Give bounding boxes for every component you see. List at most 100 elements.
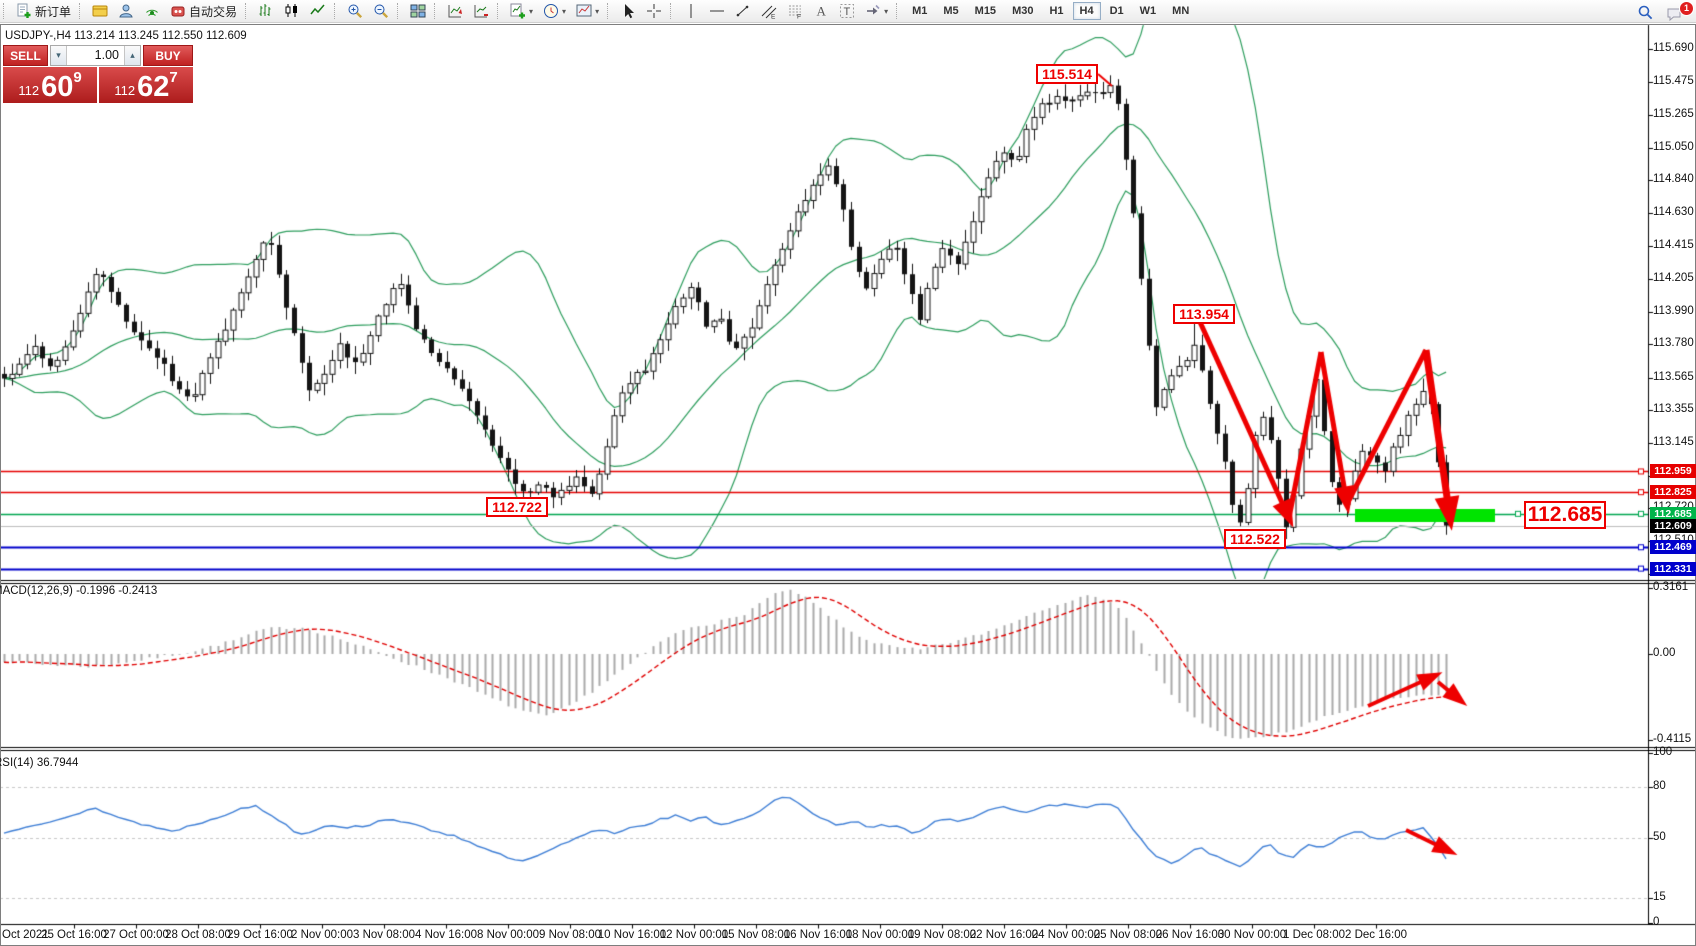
timeframe-h1[interactable]: H1 bbox=[1042, 2, 1070, 20]
timeframe-m30[interactable]: M30 bbox=[1005, 2, 1040, 20]
fibonacci-button[interactable]: F bbox=[783, 1, 807, 21]
toolbar-group bbox=[342, 0, 394, 22]
equidistant-channel-button[interactable]: E bbox=[757, 1, 781, 21]
svg-text:E: E bbox=[771, 14, 776, 20]
price-axis-label: 113.355 bbox=[1653, 403, 1694, 416]
text-icon: A bbox=[813, 3, 829, 19]
rsi-value: 36.7944 bbox=[36, 757, 79, 769]
timeframe-m15[interactable]: M15 bbox=[968, 2, 1003, 20]
timeframe-d1[interactable]: D1 bbox=[1103, 2, 1131, 20]
price-annotation[interactable]: 112.685 bbox=[1524, 501, 1606, 529]
rsi-axis-label: 80 bbox=[1653, 780, 1666, 792]
arrows-button[interactable]: ▾ bbox=[861, 1, 892, 21]
text-button[interactable]: A bbox=[809, 1, 833, 21]
price-level-badge: 112.685 bbox=[1650, 506, 1696, 521]
profiles-button[interactable] bbox=[88, 1, 112, 21]
price-level-badge: 112.331 bbox=[1650, 561, 1696, 576]
toolbar: 新订单 自动交易 ▾ ▾ ▾ E F A T ▾ M1 M5 M15 M30 H1 H4 D1 W1 MN 1 bbox=[0, 0, 1696, 23]
buy-price-prefix: 112 bbox=[114, 83, 136, 98]
trendline-icon bbox=[735, 3, 751, 19]
signals-button[interactable] bbox=[140, 1, 164, 21]
templates-button[interactable]: ▾ bbox=[572, 1, 603, 21]
price-axis-label: 114.415 bbox=[1653, 239, 1694, 252]
dropdown-arrow-icon[interactable]: ▾ bbox=[529, 6, 534, 16]
price-axis-label: 114.630 bbox=[1653, 205, 1694, 218]
text-label-button[interactable]: T bbox=[835, 1, 859, 21]
toolbar-group-handle bbox=[334, 3, 338, 19]
time-axis-label: 25 Oct 16:00 bbox=[41, 929, 107, 941]
svg-text:F: F bbox=[797, 14, 801, 20]
time-axis-label: 26 Nov 16:00 bbox=[1155, 929, 1225, 941]
timeframe-w1[interactable]: W1 bbox=[1133, 2, 1164, 20]
zoom-in-button[interactable] bbox=[343, 1, 367, 21]
sell-price-panel[interactable]: 112 60 9 bbox=[3, 67, 97, 103]
time-axis-label: 12 Nov 00:00 bbox=[659, 929, 729, 941]
time-axis-label: 15 Nov 08:00 bbox=[721, 929, 791, 941]
time-axis-label: 1 Dec 08:00 bbox=[1282, 929, 1346, 941]
crosshair-icon bbox=[646, 3, 662, 19]
price-level-badge: 112.469 bbox=[1650, 540, 1696, 555]
search-icon bbox=[1637, 4, 1653, 20]
autotrading-button[interactable]: 自动交易 bbox=[166, 1, 241, 22]
tile-windows-button[interactable] bbox=[406, 1, 430, 21]
trendline-button[interactable] bbox=[731, 1, 755, 21]
macd-values: -0.1996 -0.2413 bbox=[76, 585, 158, 597]
toolbar-group-handle bbox=[434, 3, 438, 19]
new-chart-button[interactable] bbox=[443, 1, 467, 21]
chat-button[interactable]: 1 bbox=[1666, 0, 1694, 23]
sell-button[interactable]: SELL bbox=[3, 45, 48, 66]
price-axis-label: 115.265 bbox=[1653, 107, 1694, 120]
timeframe-toolbar: M1 M5 M15 M30 H1 H4 D1 W1 MN bbox=[904, 0, 1197, 22]
time-axis-label: 2 Nov 00:00 bbox=[290, 929, 354, 941]
time-axis-label: 22 Nov 16:00 bbox=[969, 929, 1039, 941]
new-order-icon bbox=[16, 3, 32, 19]
volume-stepper[interactable]: ▾ 1.00 ▴ bbox=[50, 45, 141, 66]
price-annotation[interactable]: 115.514 bbox=[1036, 64, 1098, 84]
buy-button[interactable]: BUY bbox=[143, 45, 193, 66]
hline-icon bbox=[709, 3, 725, 19]
timeframe-m1[interactable]: M1 bbox=[905, 2, 934, 20]
search-button[interactable] bbox=[1633, 2, 1657, 22]
price-annotation[interactable]: 112.522 bbox=[1224, 529, 1286, 549]
dropdown-arrow-icon[interactable]: ▾ bbox=[884, 6, 889, 16]
horizontal-line-button[interactable] bbox=[705, 1, 729, 21]
dropdown-arrow-icon[interactable]: ▾ bbox=[562, 6, 567, 16]
volume-value[interactable]: 1.00 bbox=[94, 48, 119, 62]
time-axis-label: 24 Nov 00:00 bbox=[1031, 929, 1101, 941]
cursor-button[interactable] bbox=[616, 1, 640, 21]
time-axis-label: 29 Oct 16:00 bbox=[227, 929, 293, 941]
dropdown-arrow-icon[interactable]: ▾ bbox=[595, 6, 600, 16]
price-axis-label: 113.990 bbox=[1653, 304, 1694, 317]
price-annotation[interactable]: 112.722 bbox=[486, 497, 548, 517]
indicator-add-icon bbox=[510, 3, 526, 19]
chart-shift-button[interactable] bbox=[469, 1, 493, 21]
timeframe-m5[interactable]: M5 bbox=[936, 2, 965, 20]
line-chart-button[interactable] bbox=[306, 1, 330, 21]
candlestick-chart-button[interactable] bbox=[280, 1, 304, 21]
vline-icon bbox=[683, 3, 699, 19]
timeframe-h4[interactable]: H4 bbox=[1072, 2, 1101, 20]
volume-decrease-button[interactable]: ▾ bbox=[51, 46, 67, 65]
market-button[interactable] bbox=[114, 1, 138, 21]
timeframe-mn[interactable]: MN bbox=[1165, 2, 1196, 20]
symbol-ohlc-header: USDJPY-,H4 113.214 113.245 112.550 112.6… bbox=[5, 30, 247, 42]
bar-chart-button[interactable] bbox=[254, 1, 278, 21]
candles-icon bbox=[284, 3, 300, 19]
buy-price-panel[interactable]: 112 62 7 bbox=[99, 67, 193, 103]
price-annotation[interactable]: 113.954 bbox=[1173, 304, 1235, 324]
macd-axis-label: -0.4115 bbox=[1653, 733, 1692, 745]
periods-button[interactable]: ▾ bbox=[539, 1, 570, 21]
channel-icon: E bbox=[761, 3, 777, 19]
crosshair-button[interactable] bbox=[642, 1, 666, 21]
price-axis-label: 115.690 bbox=[1653, 41, 1694, 54]
volume-increase-button[interactable]: ▴ bbox=[124, 46, 140, 65]
time-axis-label: Oct 2021 bbox=[2, 929, 49, 941]
zoom-out-button[interactable] bbox=[369, 1, 393, 21]
notification-badge: 1 bbox=[1679, 0, 1694, 16]
vertical-line-button[interactable] bbox=[679, 1, 703, 21]
toolbar-group: ▾ ▾ ▾ bbox=[505, 0, 604, 22]
indicators-button[interactable]: ▾ bbox=[506, 1, 537, 21]
new-order-button[interactable]: 新订单 bbox=[12, 1, 75, 22]
